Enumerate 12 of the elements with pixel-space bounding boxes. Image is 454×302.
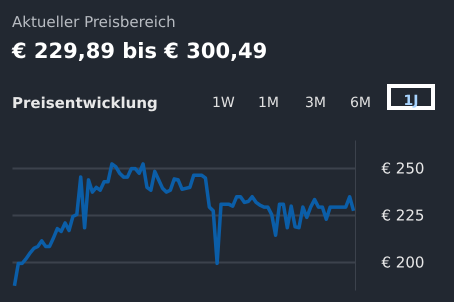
text: 6M bbox=[350, 94, 371, 113]
y-tick-label: € 200 bbox=[382, 253, 424, 272]
text: 3M bbox=[305, 94, 326, 113]
chart-subtitle: € 229,89 bis € 300,49 bbox=[12, 38, 268, 65]
text: 1M bbox=[258, 94, 279, 113]
chart-title: Aktueller Preisbereich bbox=[12, 12, 176, 33]
text: 1W bbox=[212, 94, 235, 113]
text: 1J bbox=[387, 84, 435, 110]
text: Preisentwicklung bbox=[12, 93, 158, 114]
line-series bbox=[12, 162, 356, 288]
y-tick-label: € 250 bbox=[382, 160, 424, 178]
y-tick-label: € 225 bbox=[382, 206, 424, 224]
